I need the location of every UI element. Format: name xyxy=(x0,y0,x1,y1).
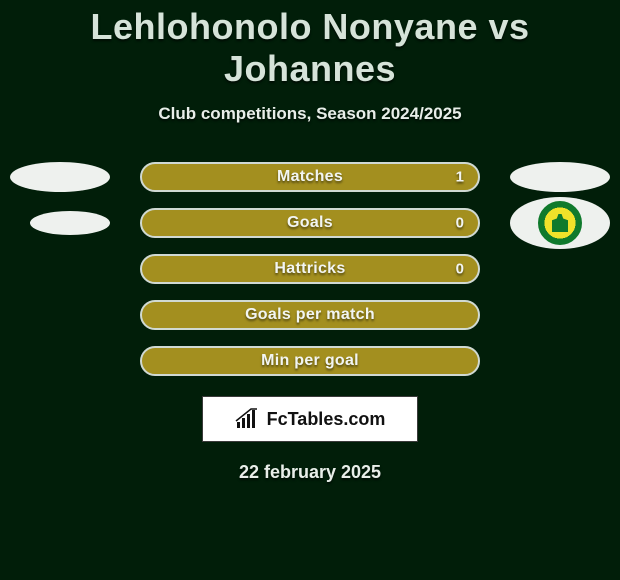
stat-pill: Goals per match xyxy=(140,300,480,330)
bar-chart-icon xyxy=(235,408,261,430)
brand-text: FcTables.com xyxy=(267,409,386,430)
right-badge-placeholder xyxy=(510,162,610,192)
stat-label: Matches xyxy=(277,168,343,186)
club-logo-badge xyxy=(510,197,610,249)
stat-value: 0 xyxy=(456,261,464,278)
stat-row: Goals per match xyxy=(0,300,620,330)
stat-label: Goals per match xyxy=(245,306,375,324)
club-logo-icon xyxy=(538,201,582,245)
stat-pill: Hattricks 0 xyxy=(140,254,480,284)
stat-row: Matches 1 xyxy=(0,162,620,192)
stat-pill: Matches 1 xyxy=(140,162,480,192)
stat-row: Hattricks 0 xyxy=(0,254,620,284)
left-badge-placeholder xyxy=(10,162,110,192)
date-text: 22 february 2025 xyxy=(0,462,620,483)
stat-value: 0 xyxy=(456,215,464,232)
stat-row: Min per goal xyxy=(0,346,620,376)
stats-container: Matches 1 Goals 0 Hattricks 0 Goals per … xyxy=(0,162,620,376)
brand-box: FcTables.com xyxy=(202,396,418,442)
left-badge-placeholder xyxy=(30,211,110,235)
stat-label: Hattricks xyxy=(274,260,345,278)
stat-label: Goals xyxy=(287,214,333,232)
page-subtitle: Club competitions, Season 2024/2025 xyxy=(0,104,620,124)
stat-pill: Goals 0 xyxy=(140,208,480,238)
page-title: Lehlohonolo Nonyane vs Johannes xyxy=(0,0,620,90)
stat-value: 1 xyxy=(456,169,464,186)
stat-row: Goals 0 xyxy=(0,208,620,238)
stat-label: Min per goal xyxy=(261,352,359,370)
stat-pill: Min per goal xyxy=(140,346,480,376)
